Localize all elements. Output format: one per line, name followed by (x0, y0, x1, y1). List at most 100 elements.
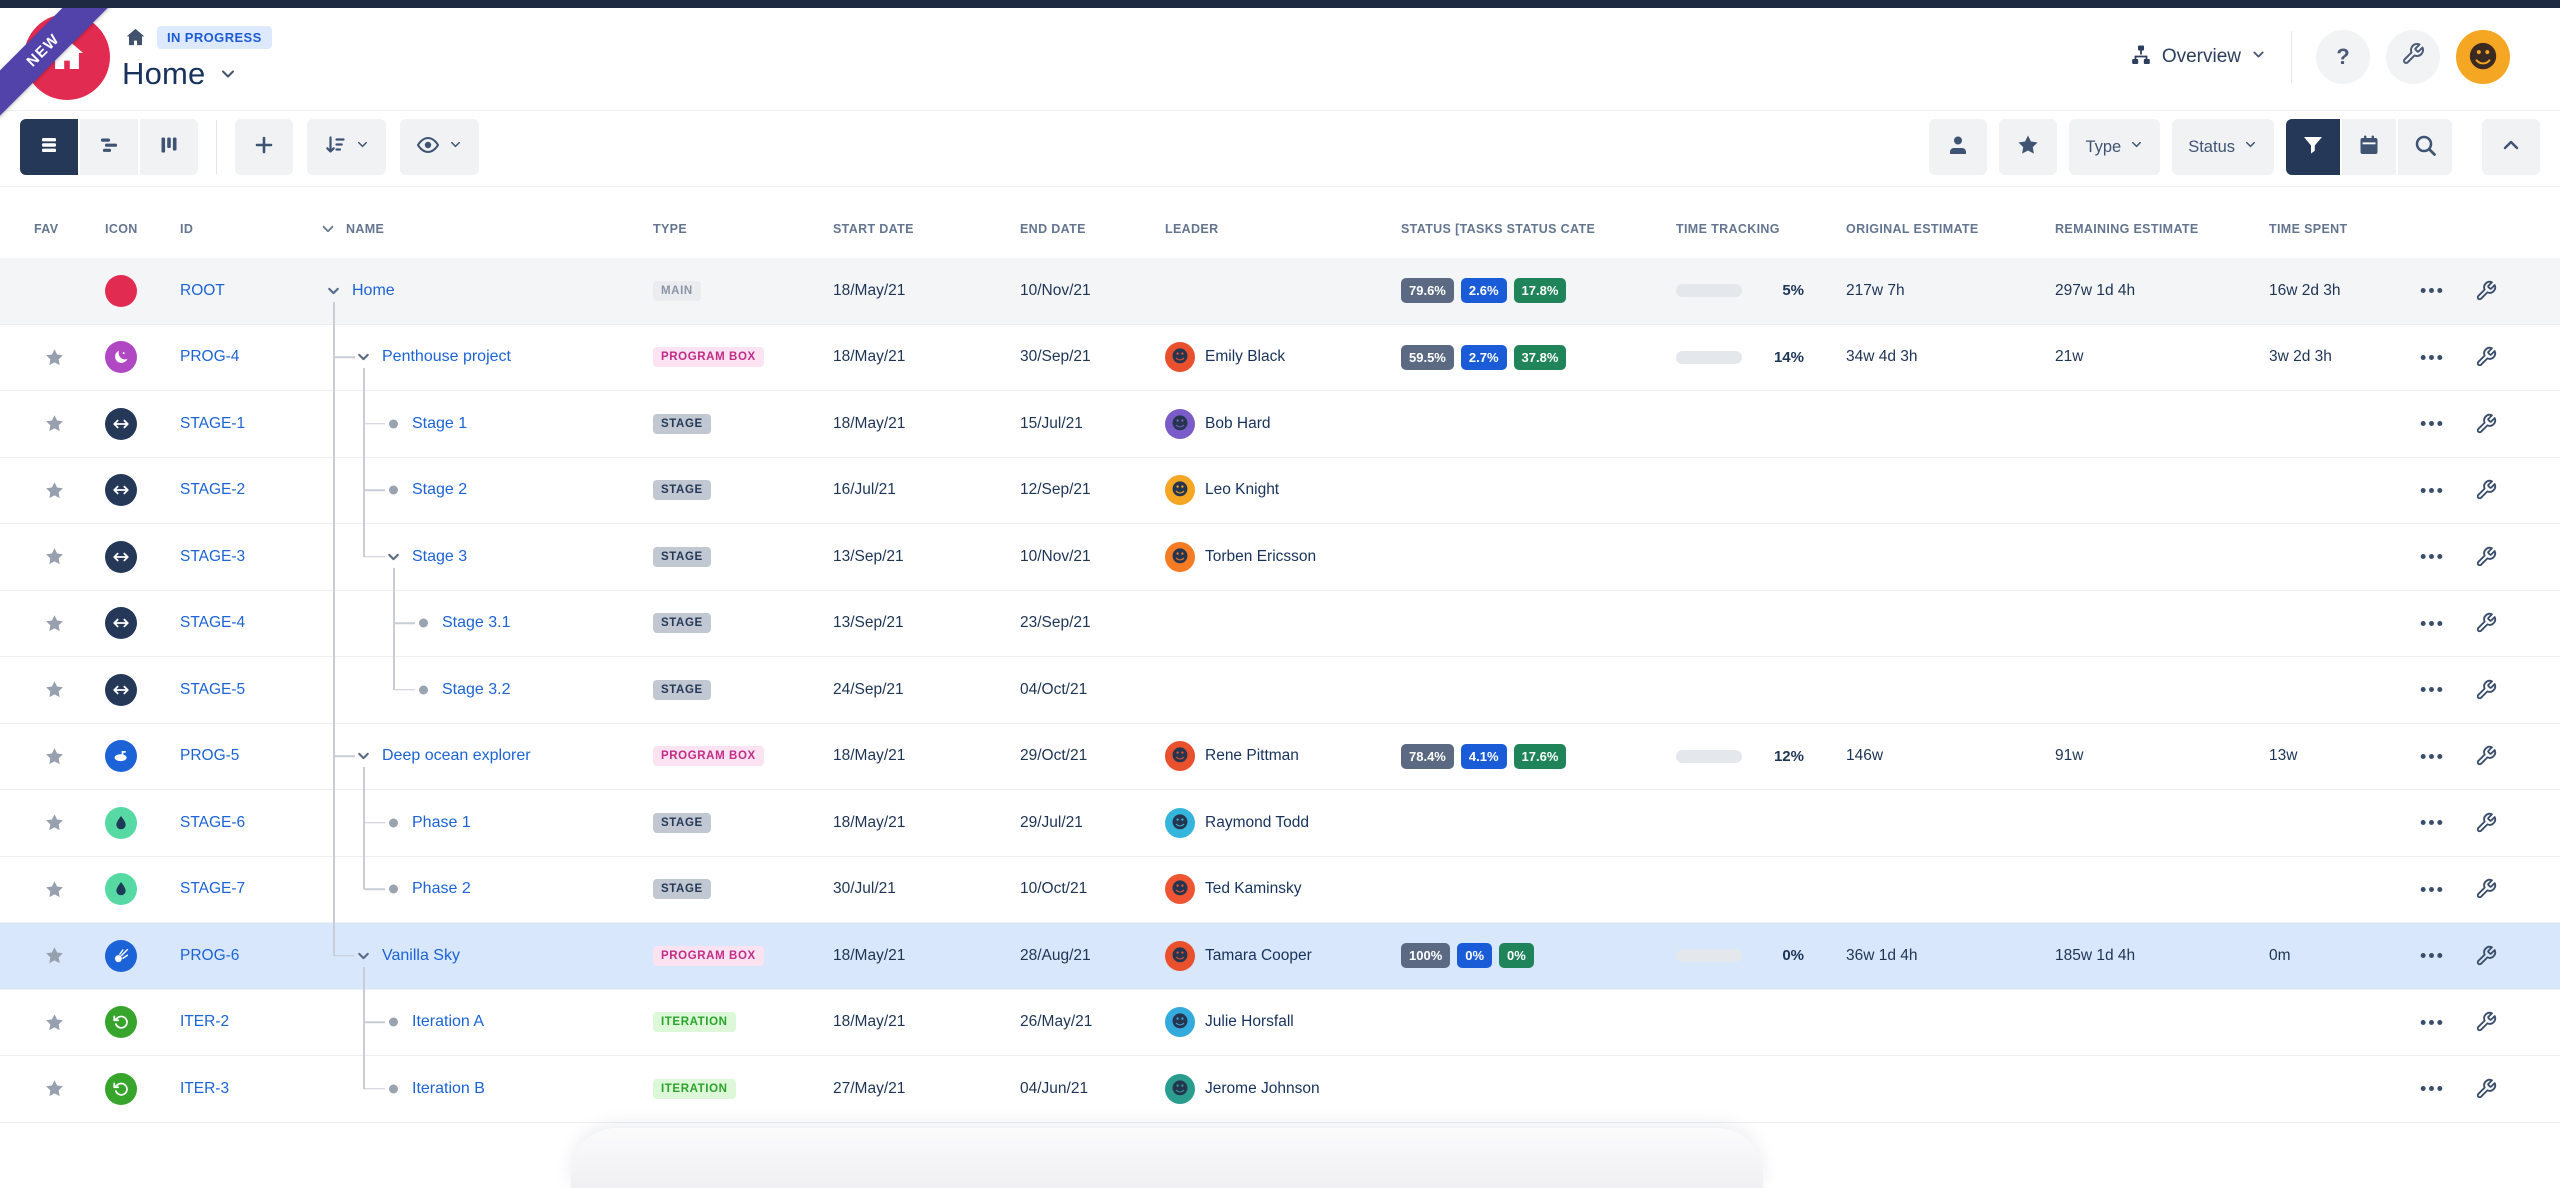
column-header-start[interactable]: START DATE (833, 222, 914, 236)
table-row[interactable]: STAGE-7 Phase 2 STAGE 30/Jul/21 10/Oct/21 ☻ Te… (0, 855, 2560, 923)
fav-star-icon[interactable] (44, 879, 65, 900)
fav-star-icon[interactable] (44, 613, 65, 634)
row-more-button[interactable] (2418, 277, 2445, 304)
fav-star-icon[interactable] (44, 1012, 65, 1033)
table-row[interactable]: PROG-5 Deep ocean explorer PROGRAM BOX 18/M… (0, 722, 2560, 790)
row-id-link[interactable]: STAGE-7 (180, 880, 246, 898)
row-configure-button[interactable] (2475, 945, 2497, 967)
calendar-button[interactable] (2342, 119, 2396, 175)
fav-star-icon[interactable] (44, 347, 65, 368)
row-more-button[interactable] (2418, 477, 2445, 504)
row-id-link[interactable]: ITER-3 (180, 1079, 230, 1097)
row-configure-button[interactable] (2475, 745, 2497, 767)
row-more-button[interactable] (2418, 876, 2445, 903)
expand-toggle-icon[interactable] (325, 282, 342, 299)
row-more-button[interactable] (2418, 1009, 2445, 1036)
row-configure-button[interactable] (2475, 1011, 2497, 1033)
row-id-link[interactable]: PROG-6 (180, 946, 240, 964)
row-name-link[interactable]: Vanilla Sky (382, 946, 460, 964)
row-configure-button[interactable] (2475, 878, 2497, 900)
fav-star-icon[interactable] (44, 746, 65, 767)
expand-toggle-icon[interactable] (355, 947, 372, 964)
column-header-leader[interactable]: LEADER (1165, 222, 1219, 236)
row-more-button[interactable] (2418, 1075, 2445, 1102)
table-row[interactable]: PROG-4 Penthouse project PROGRAM BOX 18/May… (0, 323, 2560, 391)
collapse-toolbar-button[interactable] (2482, 119, 2540, 175)
row-name-link[interactable]: Phase 1 (412, 813, 471, 831)
column-header-end[interactable]: END DATE (1020, 222, 1086, 236)
row-name-link[interactable]: Stage 3.1 (442, 614, 511, 632)
row-name-link[interactable]: Iteration A (412, 1013, 485, 1031)
row-more-button[interactable] (2418, 809, 2445, 836)
row-configure-button[interactable] (2475, 679, 2497, 701)
column-header-tracking[interactable]: TIME TRACKING (1676, 222, 1780, 236)
favorites-filter-button[interactable] (1999, 119, 2058, 175)
view-list-button[interactable] (20, 119, 78, 175)
row-configure-button[interactable] (2475, 413, 2497, 435)
table-row[interactable]: ROOT Home MAIN 18/May/21 10/Nov/21 79.6% 2.6% 1… (0, 258, 2560, 325)
row-configure-button[interactable] (2475, 612, 2497, 634)
row-id-link[interactable]: ROOT (180, 281, 225, 299)
view-timeline-button[interactable] (80, 119, 138, 175)
sort-button[interactable] (307, 119, 386, 175)
column-header-icon[interactable]: ICON (105, 222, 138, 236)
row-name-link[interactable]: Stage 3 (412, 547, 468, 565)
table-row[interactable]: ITER-3 Iteration B ITERATION 27/May/21 04/Ju… (0, 1055, 2560, 1123)
table-row[interactable]: STAGE-2 Stage 2 STAGE 16/Jul/21 12/Sep/21 ☻ Le… (0, 456, 2560, 524)
row-id-link[interactable]: PROG-5 (180, 747, 240, 765)
row-configure-button[interactable] (2475, 479, 2497, 501)
table-row[interactable]: STAGE-3 Stage 3 STAGE 13/Sep/21 10/Nov/21 ☻ To… (0, 523, 2560, 591)
column-header-remaining[interactable]: REMAINING ESTIMATE (2055, 222, 2199, 236)
row-name-link[interactable]: Penthouse project (382, 348, 511, 366)
row-name-link[interactable]: Deep ocean explorer (382, 747, 531, 765)
row-more-button[interactable] (2418, 610, 2445, 637)
column-header-name[interactable]: NAME (315, 220, 650, 238)
table-row[interactable]: STAGE-4 Stage 3.1 STAGE 13/Sep/21 23/Sep/21 (0, 589, 2560, 657)
status-filter-dropdown[interactable]: Status (2172, 119, 2274, 175)
visibility-button[interactable] (400, 119, 479, 175)
row-id-link[interactable]: PROG-4 (180, 348, 240, 366)
column-header-status[interactable]: STATUS [TASKS STATUS CATE (1401, 222, 1596, 236)
row-id-link[interactable]: ITER-2 (180, 1013, 230, 1031)
table-row[interactable]: STAGE-5 Stage 3.2 STAGE 24/Sep/21 04/Oct/21 (0, 656, 2560, 724)
row-name-link[interactable]: Stage 2 (412, 481, 468, 499)
row-id-link[interactable]: STAGE-4 (180, 614, 246, 632)
expand-toggle-icon[interactable] (385, 548, 402, 565)
row-more-button[interactable] (2418, 543, 2445, 570)
row-name-link[interactable]: Stage 1 (412, 414, 468, 432)
expand-toggle-icon[interactable] (355, 748, 372, 765)
row-id-link[interactable]: STAGE-6 (180, 813, 246, 831)
row-id-link[interactable]: STAGE-5 (180, 680, 246, 698)
table-row[interactable]: STAGE-6 Phase 1 STAGE 18/May/21 29/Jul/21 ☻ Ra… (0, 789, 2560, 857)
row-configure-button[interactable] (2475, 346, 2497, 368)
row-more-button[interactable] (2418, 942, 2445, 969)
column-header-fav[interactable]: FAV (34, 222, 59, 236)
assignee-filter-button[interactable] (1929, 119, 1988, 175)
row-name-link[interactable]: Stage 3.2 (442, 680, 511, 698)
search-button[interactable] (2398, 119, 2452, 175)
column-header-id[interactable]: ID (180, 222, 194, 236)
row-more-button[interactable] (2418, 676, 2445, 703)
help-button[interactable]: ? (2316, 30, 2370, 84)
fav-star-icon[interactable] (44, 546, 65, 567)
row-name-link[interactable]: Iteration B (412, 1079, 485, 1097)
row-name-link[interactable]: Phase 2 (412, 880, 471, 898)
fav-star-icon[interactable] (44, 1078, 65, 1099)
table-row[interactable]: STAGE-1 Stage 1 STAGE 18/May/21 15/Jul/21 ☻ Bo… (0, 390, 2560, 458)
row-id-link[interactable]: STAGE-1 (180, 414, 246, 432)
user-avatar[interactable]: ☻ (2456, 30, 2510, 84)
title-chevron-icon[interactable] (218, 64, 238, 84)
fav-star-icon[interactable] (44, 413, 65, 434)
row-configure-button[interactable] (2475, 546, 2497, 568)
row-id-link[interactable]: STAGE-3 (180, 547, 246, 565)
fav-star-icon[interactable] (44, 679, 65, 700)
overview-menu[interactable]: Overview (2129, 43, 2267, 72)
expand-toggle-icon[interactable] (355, 349, 372, 366)
row-configure-button[interactable] (2475, 1078, 2497, 1100)
filter-button[interactable] (2286, 119, 2340, 175)
add-item-button[interactable] (235, 119, 293, 175)
column-header-type[interactable]: TYPE (653, 222, 688, 236)
row-id-link[interactable]: STAGE-2 (180, 481, 246, 499)
row-configure-button[interactable] (2475, 812, 2497, 834)
breadcrumb-home-icon[interactable] (124, 26, 147, 49)
